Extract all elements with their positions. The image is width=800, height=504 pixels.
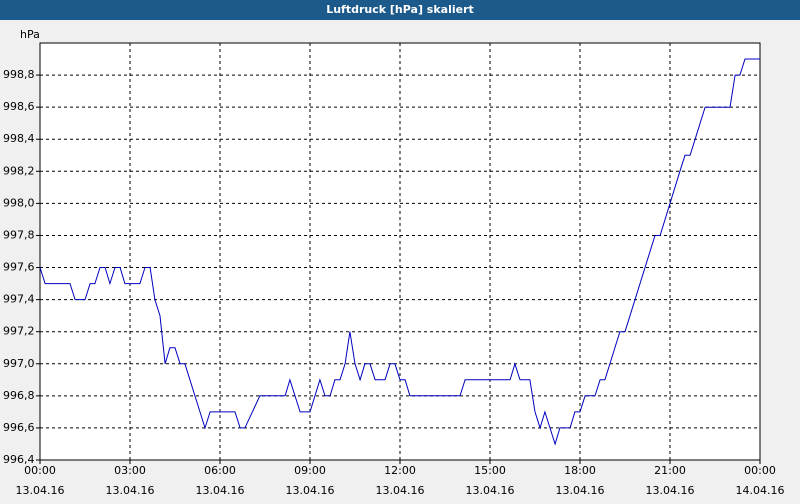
y-tick-label: 996,4 [3, 453, 35, 466]
x-tick-date-label: 14.04.16 [736, 484, 785, 497]
x-tick-date-label: 13.04.16 [376, 484, 425, 497]
x-tick-date-label: 13.04.16 [556, 484, 605, 497]
y-axis-ticks: 996,4 996,6 996,8 997,0 997,2 997,4 997,6 997,8… [3, 68, 40, 466]
y-tick-label: 998,0 [3, 196, 35, 209]
x-tick-time-label: 00:00 [24, 464, 56, 477]
x-tick-date-label: 13.04.16 [286, 484, 335, 497]
x-tick-time-label: 06:00 [204, 464, 236, 477]
y-tick-label: 997,2 [3, 325, 35, 338]
x-tick-date-label: 13.04.16 [196, 484, 245, 497]
y-tick-label: 998,4 [3, 132, 35, 145]
y-tick-label: 997,4 [3, 293, 35, 306]
y-axis-unit-label: hPa [20, 28, 40, 41]
x-tick-date-label: 13.04.16 [16, 484, 65, 497]
grid-lines [40, 43, 760, 460]
x-tick-date-label: 13.04.16 [106, 484, 155, 497]
y-tick-label: 997,0 [3, 357, 35, 370]
x-tick-time-label: 12:00 [384, 464, 416, 477]
y-tick-label: 996,8 [3, 389, 35, 402]
x-axis-ticks: 00:00 13.04.16 03:00 13.04.16 06:00 13.04.16 0… [16, 460, 785, 497]
y-tick-label: 998,8 [3, 68, 35, 81]
x-tick-date-label: 13.04.16 [646, 484, 695, 497]
x-tick-time-label: 09:00 [294, 464, 326, 477]
plot-background [39, 42, 761, 461]
y-tick-label: 997,6 [3, 261, 35, 274]
series-line [39, 58, 760, 446]
x-tick-time-label: 15:00 [474, 464, 506, 477]
pressure-line-chart: 996,4 996,6 996,8 997,0 997,2 997,4 997,6 997,8… [3, 28, 785, 497]
x-tick-date-label: 13.04.16 [466, 484, 515, 497]
x-tick-time-label: 21:00 [654, 464, 686, 477]
x-tick-time-label: 03:00 [114, 464, 146, 477]
y-tick-label: 998,6 [3, 100, 35, 113]
y-tick-label: 998,2 [3, 164, 35, 177]
chart-title: Luftdruck [hPa] skaliert [0, 0, 800, 20]
y-tick-label: 996,6 [3, 421, 35, 434]
chart-area: 996,4 996,6 996,8 997,0 997,2 997,4 997,6 997,8… [0, 20, 800, 500]
x-tick-time-label: 18:00 [564, 464, 596, 477]
y-tick-label: 997,8 [3, 228, 35, 241]
x-tick-time-label: 00:00 [744, 464, 776, 477]
